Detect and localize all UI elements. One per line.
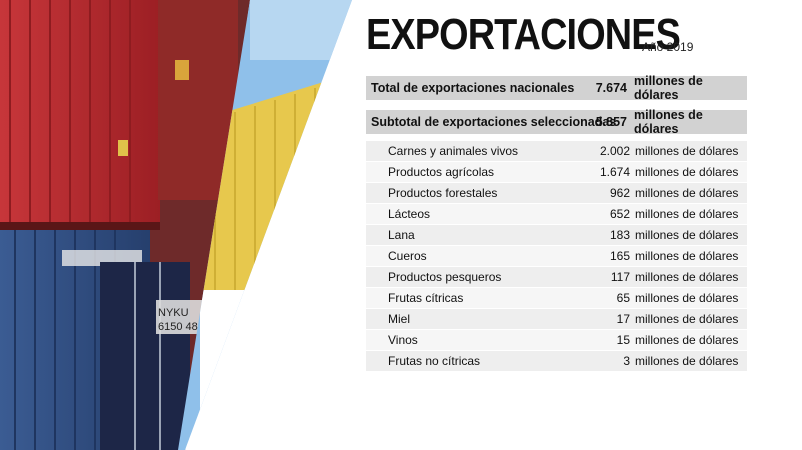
- item-value: 165: [609, 249, 630, 263]
- item-label: Productos pesqueros: [388, 270, 502, 284]
- total-label: Total de exportaciones nacionales: [371, 81, 575, 95]
- table-row: Productos forestales 962 millones de dól…: [366, 183, 747, 204]
- table-row: Carnes y animales vivos 2.002 millones d…: [366, 141, 747, 162]
- item-unit: millones de dólares: [635, 207, 739, 221]
- table-row: Lana 183 millones de dólares: [366, 225, 747, 246]
- item-unit: millones de dólares: [635, 144, 739, 158]
- table-row: Frutas cítricas 65 millones de dólares: [366, 288, 747, 309]
- table-row: Productos pesqueros 117 millones de dóla…: [366, 267, 747, 288]
- item-unit: millones de dólares: [635, 270, 739, 284]
- item-value: 2.002: [599, 144, 630, 158]
- item-label: Miel: [388, 312, 411, 326]
- table-row: Frutas no cítricas 3 millones de dólares: [366, 351, 747, 372]
- item-unit: millones de dólares: [635, 354, 739, 368]
- item-label: Vinos: [388, 333, 418, 347]
- container-code-1: NYKU: [158, 307, 189, 319]
- subtotal-label: Subtotal de exportaciones seleccionadas: [371, 115, 617, 129]
- item-value: 652: [609, 207, 630, 221]
- subtotal-unit: millones de dólares: [634, 108, 703, 136]
- item-label: Productos forestales: [388, 186, 498, 200]
- item-unit: millones de dólares: [635, 312, 739, 326]
- item-label: Frutas no cítricas: [388, 354, 481, 368]
- item-label: Frutas cítricas: [388, 291, 464, 305]
- item-unit: millones de dólares: [635, 228, 739, 242]
- item-unit: millones de dólares: [635, 165, 739, 179]
- table-row: Miel 17 millones de dólares: [366, 309, 747, 330]
- item-value: 962: [609, 186, 630, 200]
- year-label: Año 2019: [642, 40, 694, 54]
- item-unit: millones de dólares: [635, 291, 739, 305]
- item-unit: millones de dólares: [635, 333, 739, 347]
- item-value: 1.674: [599, 165, 630, 179]
- item-value: 17: [616, 312, 630, 326]
- table-row: Lácteos 652 millones de dólares: [366, 204, 747, 225]
- subtotal-row: Subtotal de exportaciones seleccionadas …: [366, 108, 747, 136]
- item-label: Carnes y animales vivos: [388, 144, 519, 158]
- table-row: Vinos 15 millones de dólares: [366, 330, 747, 351]
- item-value: 183: [609, 228, 630, 242]
- table-row: Cueros 165 millones de dólares: [366, 246, 747, 267]
- total-unit: millones de dólares: [634, 74, 703, 102]
- item-label: Productos agrícolas: [388, 165, 495, 179]
- table-row: Productos agrícolas 1.674 millones de dó…: [366, 162, 747, 183]
- item-label: Lácteos: [388, 207, 431, 221]
- total-row: Total de exportaciones nacionales 7.674 …: [366, 74, 747, 102]
- item-label: Cueros: [388, 249, 427, 263]
- item-value: 65: [616, 291, 630, 305]
- item-unit: millones de dólares: [635, 186, 739, 200]
- item-label: Lana: [388, 228, 415, 242]
- item-value: 117: [610, 270, 630, 284]
- item-value: 15: [616, 333, 630, 347]
- subtotal-value: 5.857: [595, 115, 627, 129]
- total-value: 7.674: [595, 81, 627, 95]
- page-title: EXPORTACIONES: [366, 10, 681, 59]
- item-value: 3: [623, 354, 630, 368]
- item-unit: millones de dólares: [635, 249, 739, 263]
- container-code-2: 6150 48 1: [158, 321, 207, 333]
- export-items-table: Carnes y animales vivos 2.002 millones d…: [366, 141, 747, 372]
